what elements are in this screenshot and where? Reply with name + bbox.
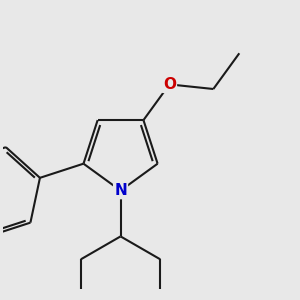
Text: O: O — [163, 77, 176, 92]
Text: N: N — [114, 183, 127, 198]
